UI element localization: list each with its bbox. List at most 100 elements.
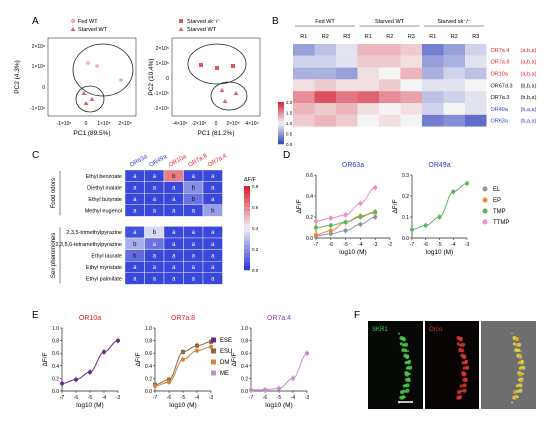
colorbar-tick: 2.0	[286, 100, 293, 105]
heatmap-cell	[357, 91, 379, 103]
cell-letter: a	[192, 174, 196, 180]
heatmap-cell	[379, 103, 401, 115]
colorbar-tick: 0.5	[286, 132, 293, 137]
colorbar-segment	[244, 194, 250, 199]
chart-title: OR49a	[428, 162, 450, 169]
legend-label: EL	[493, 187, 501, 193]
colorbar-segment	[244, 253, 250, 258]
column-label: OR63a	[129, 154, 149, 169]
row-label: Ethyl benzoate	[86, 174, 122, 180]
x-tick: 2×10⁵	[226, 121, 239, 127]
data-point	[209, 344, 213, 349]
x-axis-label: PC1 (81.2%)	[197, 130, 234, 137]
chart-title: OR10a	[79, 315, 101, 322]
heatmap-cell	[443, 79, 465, 92]
cell-signal	[461, 361, 465, 365]
x-tick-label: -6	[424, 242, 429, 248]
heatmap-cell	[443, 44, 465, 56]
cell-letter: a	[153, 242, 157, 248]
y-tick: -1×10⁵	[30, 106, 45, 112]
heatmap-cell	[202, 272, 223, 285]
data-point	[358, 201, 363, 206]
cell-letter: a	[153, 197, 157, 203]
heatmap-cell	[400, 79, 422, 92]
data-point	[222, 99, 228, 103]
y-tick-label: 0.2	[306, 215, 313, 221]
colorbar-segment	[244, 240, 250, 246]
cluster-ellipse-fed	[72, 43, 134, 97]
cell-letter: a	[211, 253, 215, 259]
cell-signal	[404, 385, 407, 388]
y-tick-label: 0.0	[402, 236, 409, 242]
chart-title: OR7a.4	[267, 315, 291, 322]
y-tick-label: 0.8	[241, 339, 248, 345]
heatmap-cell	[465, 67, 487, 80]
panel-label-c: C	[32, 150, 39, 161]
x-tick-label: -6	[329, 242, 334, 248]
cell-letter: a	[133, 277, 137, 283]
x-tick-label: -5	[181, 395, 186, 401]
heatmap-cell	[379, 67, 401, 80]
panel-label-d: D	[283, 150, 290, 161]
colorbar-segment	[244, 186, 250, 191]
group-label: Starved sk⁻/⁻	[437, 19, 470, 25]
column-label: OR7a.4	[207, 153, 228, 169]
legend-label: ME	[220, 371, 229, 377]
heatmap-cell	[357, 79, 379, 92]
data-point	[328, 228, 333, 233]
y-tick-label: 0.2	[241, 376, 248, 382]
heatmap-cell	[357, 67, 379, 80]
heatmap-cell	[379, 44, 401, 56]
row-label: OR7a.4	[491, 48, 510, 54]
heatmap-cell	[379, 114, 401, 127]
image-orco	[425, 321, 479, 409]
heatmap-cell	[314, 114, 336, 127]
cell-letter: b	[153, 230, 157, 236]
cell-letter: a	[211, 277, 215, 283]
y-tick: 2×10⁵	[32, 44, 45, 50]
data-point	[86, 61, 90, 65]
cell-letter: a	[153, 265, 157, 271]
row-significance: (a,b,a)	[521, 72, 537, 78]
heatmap-cell	[465, 44, 487, 56]
data-point	[328, 223, 333, 228]
data-point	[358, 215, 363, 219]
y-tick-label: 0.0	[145, 389, 152, 395]
cluster-ellipse-starved	[210, 81, 248, 111]
y-axis-label: ΔF/F	[135, 352, 142, 366]
heatmap-cell	[336, 44, 358, 56]
cell-signal	[402, 343, 406, 347]
heatmap-cell	[293, 79, 315, 92]
legend-marker-el	[482, 186, 488, 192]
cell-letter: a	[153, 209, 157, 215]
cell-letter: a	[133, 185, 137, 191]
data-point	[119, 78, 123, 82]
y-tick-label: 0.0	[52, 389, 59, 395]
heatmap-cell	[314, 79, 336, 92]
y-tick-label: 0.4	[306, 194, 313, 200]
cell-signal	[514, 337, 519, 342]
colorbar-tick: 0.4	[252, 226, 259, 231]
series-line-me	[251, 352, 308, 391]
cell-signal	[459, 343, 463, 347]
row-label: OR67d.3	[491, 83, 513, 89]
heatmap-cell	[400, 67, 422, 80]
cell-signal	[515, 343, 519, 347]
colorbar-segment	[278, 133, 284, 136]
x-tick-label: -7	[60, 395, 65, 401]
cell-letter: a	[133, 197, 137, 203]
cell-signal	[403, 396, 406, 399]
y-tick: 2×10⁵	[156, 46, 169, 52]
y-tick-label: 0.0	[241, 389, 248, 395]
x-tick-label: -2	[388, 242, 393, 248]
cell-signal	[517, 342, 522, 347]
x-tick-label: -5	[277, 395, 282, 401]
data-point	[291, 376, 295, 381]
cell-signal	[404, 372, 409, 377]
cell-signal	[518, 354, 523, 359]
legend-marker-ep	[482, 197, 488, 203]
data-point	[83, 101, 89, 105]
legend-marker-sk	[179, 19, 183, 23]
x-tick: 2×10⁵	[118, 121, 131, 127]
legend-marker-ese	[211, 337, 216, 343]
